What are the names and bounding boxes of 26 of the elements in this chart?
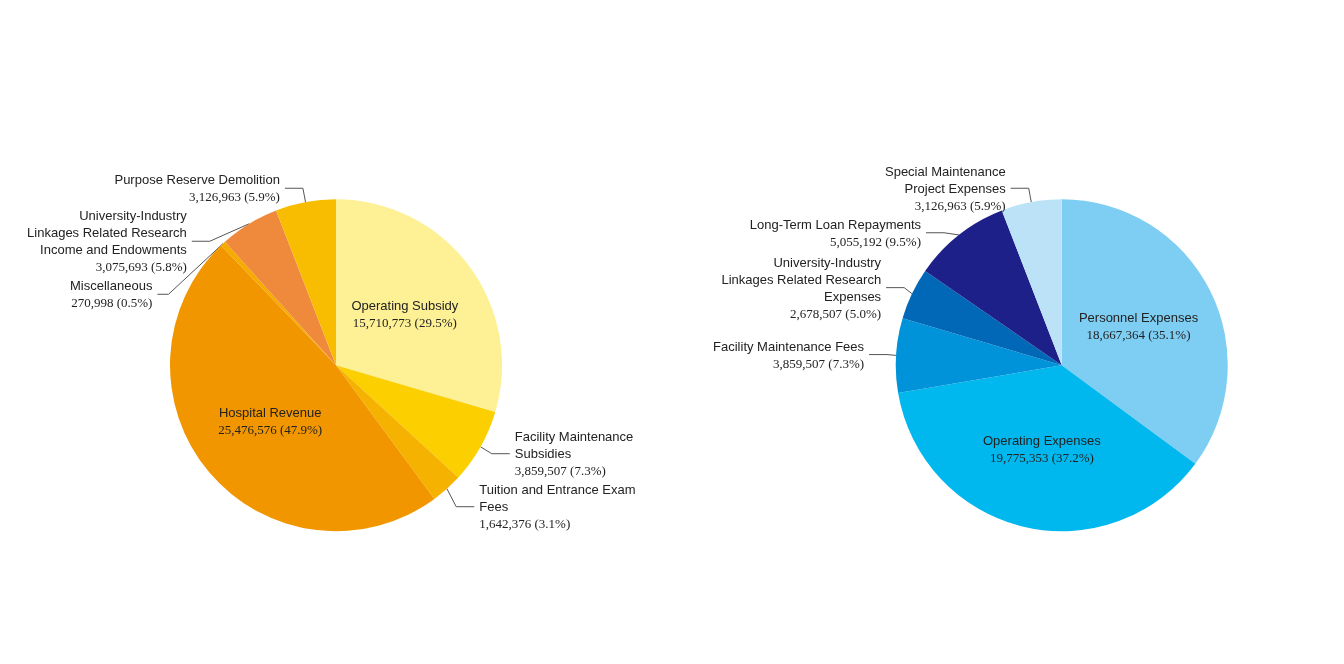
slice-label: Facility Maintenance Fees [713, 338, 865, 354]
slice-label: Tuition and Entrance Exam Fees [479, 482, 636, 515]
slice-label: Hospital Revenue [218, 404, 322, 420]
slice-label: Special Maintenance Project Expenses [884, 163, 1007, 196]
slice-label: Facility Maintenance Subsidies [514, 429, 634, 462]
data-label: 3,075,693 (5.8%) [95, 259, 187, 275]
data-label: 19,775,353 (37.2%) [989, 449, 1094, 465]
data-label: 3,859,507 (7.3%) [773, 355, 865, 371]
slice-label: Purpose Reserve Demolition [114, 172, 280, 188]
slice-label: University-Industry Linkages Related Research Income and Endowments [27, 208, 188, 258]
data-label: 5,055,192 (9.5%) [830, 233, 922, 249]
data-label: 18,667,364 (35.1%) [1086, 327, 1191, 343]
data-label: 15,710,773 (29.5%) [352, 314, 457, 330]
data-label: 2,678,507 (5.0%) [790, 305, 882, 321]
slice-label: Operating Subsidy [351, 297, 459, 313]
data-label: 25,476,576 (47.9%) [218, 421, 323, 437]
data-label: 1,642,376 (3.1%) [479, 516, 571, 532]
data-label: 3,859,507 (7.3%) [514, 463, 606, 479]
data-label: 270,998 (0.5%) [71, 295, 153, 311]
slice-label: Personnel Expenses [1078, 310, 1199, 326]
slice-label: Long-Term Loan Repayments [749, 216, 922, 232]
data-label: 3,126,963 (5.9%) [914, 197, 1006, 213]
data-label: 3,126,963 (5.9%) [188, 189, 280, 205]
slice-label: Miscellaneous [70, 278, 153, 294]
slice-label: Operating Expenses [982, 432, 1102, 448]
slice-label: University-Industry Linkages Related Research Expenses [721, 254, 882, 304]
